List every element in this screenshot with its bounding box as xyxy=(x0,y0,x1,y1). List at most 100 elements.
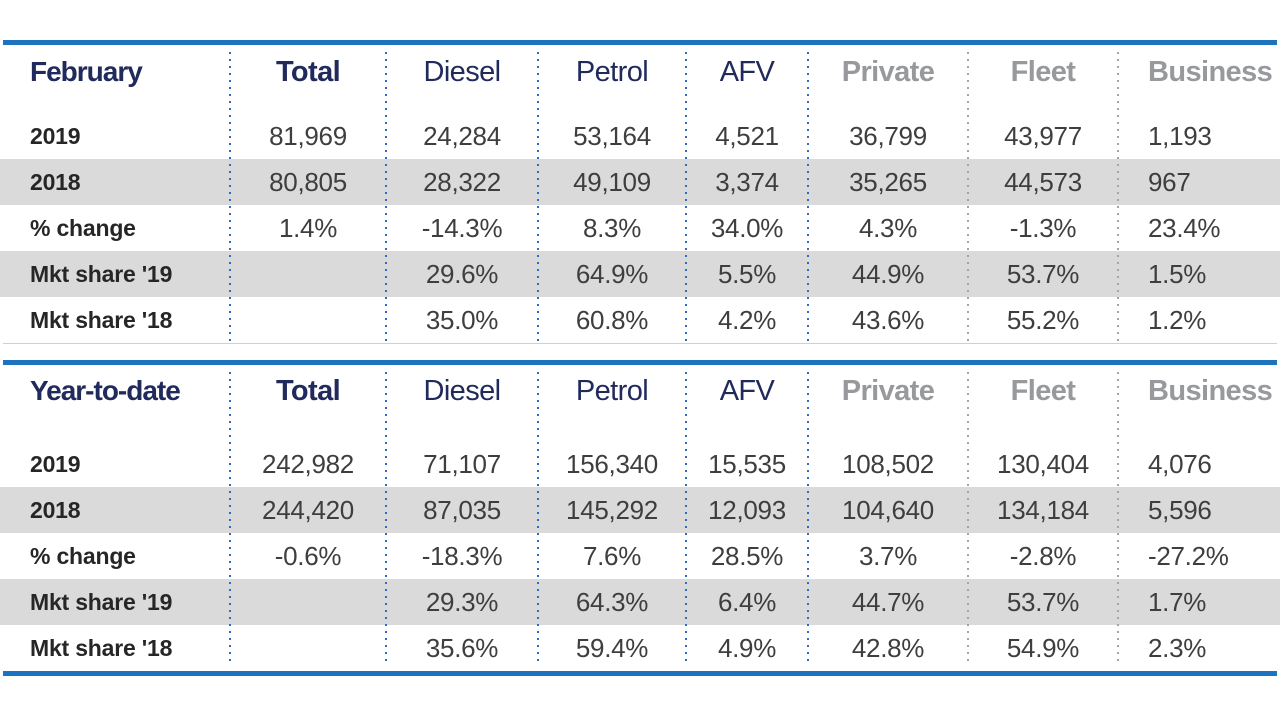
cell-value: 104,640 xyxy=(842,494,934,525)
column-separator xyxy=(1117,372,1119,663)
cell-value: 44,573 xyxy=(1004,166,1082,197)
column-header-business: Business xyxy=(1148,375,1273,407)
column-header-fleet: Fleet xyxy=(1010,56,1076,88)
cell-value: -1.3% xyxy=(1009,212,1077,243)
cell-value: 4.2% xyxy=(717,304,777,335)
column-header-private: Private xyxy=(841,56,935,88)
table-bottom-rule xyxy=(3,671,1277,676)
table-row-change: % change 1.4% -14.3% 8.3% 34.0% 4.3% -1.3% 23.4… xyxy=(0,205,1280,251)
cell-value: 53,164 xyxy=(573,120,651,151)
table-rows: February Total Diesel Petrol AFV Private Fleet… xyxy=(0,45,1280,343)
cell-value: 967 xyxy=(1148,166,1191,197)
column-header-total: Total xyxy=(275,56,341,88)
cell-value: 4.3% xyxy=(858,212,918,243)
cell-value: 64.3% xyxy=(575,586,649,617)
cell-value: 5,596 xyxy=(1148,494,1212,525)
cell-value: 55.2% xyxy=(1006,304,1080,335)
table-row-2019: 2019 242,982 71,107 156,340 15,535 108,502 130… xyxy=(0,441,1280,487)
column-header-petrol: Petrol xyxy=(575,375,649,407)
column-header-petrol: Petrol xyxy=(575,56,649,88)
column-header-diesel: Diesel xyxy=(423,375,502,407)
column-separator xyxy=(385,52,387,341)
cell-value: 1.7% xyxy=(1148,586,1207,617)
table-top-rule xyxy=(3,40,1277,45)
cell-value: 5.5% xyxy=(717,258,777,289)
cell-value: 60.8% xyxy=(575,304,649,335)
cell-value: 53.7% xyxy=(1006,258,1080,289)
column-separator xyxy=(229,372,231,663)
table-rows: Year-to-date Total Diesel Petrol AFV Private F… xyxy=(0,365,1280,671)
cell-value: 1.2% xyxy=(1148,304,1207,335)
column-separator xyxy=(537,372,539,663)
cell-value: -2.8% xyxy=(1009,540,1077,571)
row-label: Mkt share '18 xyxy=(30,306,173,333)
cell-value: 4,076 xyxy=(1148,448,1212,479)
table-block-february: February Total Diesel Petrol AFV Private Fleet… xyxy=(0,40,1280,344)
column-header-business: Business xyxy=(1148,56,1273,88)
cell-value: 2.3% xyxy=(1148,632,1207,663)
column-header-private: Private xyxy=(841,375,935,407)
cell-value: 156,340 xyxy=(566,448,658,479)
column-header-fleet: Fleet xyxy=(1010,375,1076,407)
cell-value: 1.4% xyxy=(278,212,338,243)
cell-value: 54.9% xyxy=(1006,632,1080,663)
cell-value: 4,521 xyxy=(715,120,779,151)
cell-value: 53.7% xyxy=(1006,586,1080,617)
table-row-change: % change -0.6% -18.3% 7.6% 28.5% 3.7% -2.8% -27… xyxy=(0,533,1280,579)
table-block-year-to-date: Year-to-date Total Diesel Petrol AFV Private F… xyxy=(0,360,1280,676)
column-separator xyxy=(685,52,687,341)
cell-value: 34.0% xyxy=(710,212,784,243)
table-row-2018: 2018 244,420 87,035 145,292 12,093 104,640 134… xyxy=(0,487,1280,533)
cell-value: 71,107 xyxy=(423,448,501,479)
cell-value: 35.0% xyxy=(425,304,499,335)
cell-value: 12,093 xyxy=(708,494,786,525)
table-row-mkt-share-18: Mkt share '18 35.0% 60.8% 4.2% 43.6% 55.2% 1.2… xyxy=(0,297,1280,343)
row-label: Mkt share '19 xyxy=(30,260,173,287)
column-separator xyxy=(229,52,231,341)
cell-value: 64.9% xyxy=(575,258,649,289)
table-row-mkt-share-19: Mkt share '19 29.3% 64.3% 6.4% 44.7% 53.7% 1.7… xyxy=(0,579,1280,625)
cell-value: 81,969 xyxy=(269,120,347,151)
table-header-row: Year-to-date Total Diesel Petrol AFV Private F… xyxy=(0,365,1280,441)
cell-value: 242,982 xyxy=(262,448,354,479)
cell-value: 35.6% xyxy=(425,632,499,663)
table-bottom-hairline xyxy=(3,343,1277,344)
row-label: % change xyxy=(30,214,136,241)
cell-value: 29.6% xyxy=(425,258,499,289)
cell-value: 1,193 xyxy=(1148,120,1212,151)
cell-value: -0.6% xyxy=(274,540,342,571)
column-separator xyxy=(385,372,387,663)
column-separator xyxy=(807,372,809,663)
table-title: February xyxy=(30,56,143,87)
cell-value: 24,284 xyxy=(423,120,501,151)
column-separator xyxy=(537,52,539,341)
column-header-diesel: Diesel xyxy=(423,56,502,88)
row-label: % change xyxy=(30,542,136,569)
table-row-mkt-share-18: Mkt share '18 35.6% 59.4% 4.9% 42.8% 54.9% 2.3… xyxy=(0,625,1280,671)
row-label: 2018 xyxy=(30,496,81,523)
cell-value: 35,265 xyxy=(849,166,927,197)
column-separator xyxy=(807,52,809,341)
cell-value: 80,805 xyxy=(269,166,347,197)
cell-value: 130,404 xyxy=(997,448,1089,479)
cell-value: 108,502 xyxy=(842,448,934,479)
table-title: Year-to-date xyxy=(30,375,181,406)
cell-value: 28,322 xyxy=(423,166,501,197)
column-separator xyxy=(1117,52,1119,341)
cell-value: 7.6% xyxy=(582,540,642,571)
column-separator xyxy=(967,52,969,341)
cell-value: 145,292 xyxy=(566,494,658,525)
cell-value: 8.3% xyxy=(582,212,642,243)
cell-value: 29.3% xyxy=(425,586,499,617)
table-row-2018: 2018 80,805 28,322 49,109 3,374 35,265 44,573 9… xyxy=(0,159,1280,205)
cell-value: -27.2% xyxy=(1148,540,1229,571)
cell-value: 42.8% xyxy=(851,632,925,663)
cell-value: 244,420 xyxy=(262,494,354,525)
cell-value: 3,374 xyxy=(715,166,779,197)
cell-value: -14.3% xyxy=(421,212,503,243)
cell-value: 43.6% xyxy=(851,304,925,335)
cell-value: 23.4% xyxy=(1148,212,1221,243)
row-label: Mkt share '19 xyxy=(30,588,173,615)
cell-value: 134,184 xyxy=(997,494,1089,525)
